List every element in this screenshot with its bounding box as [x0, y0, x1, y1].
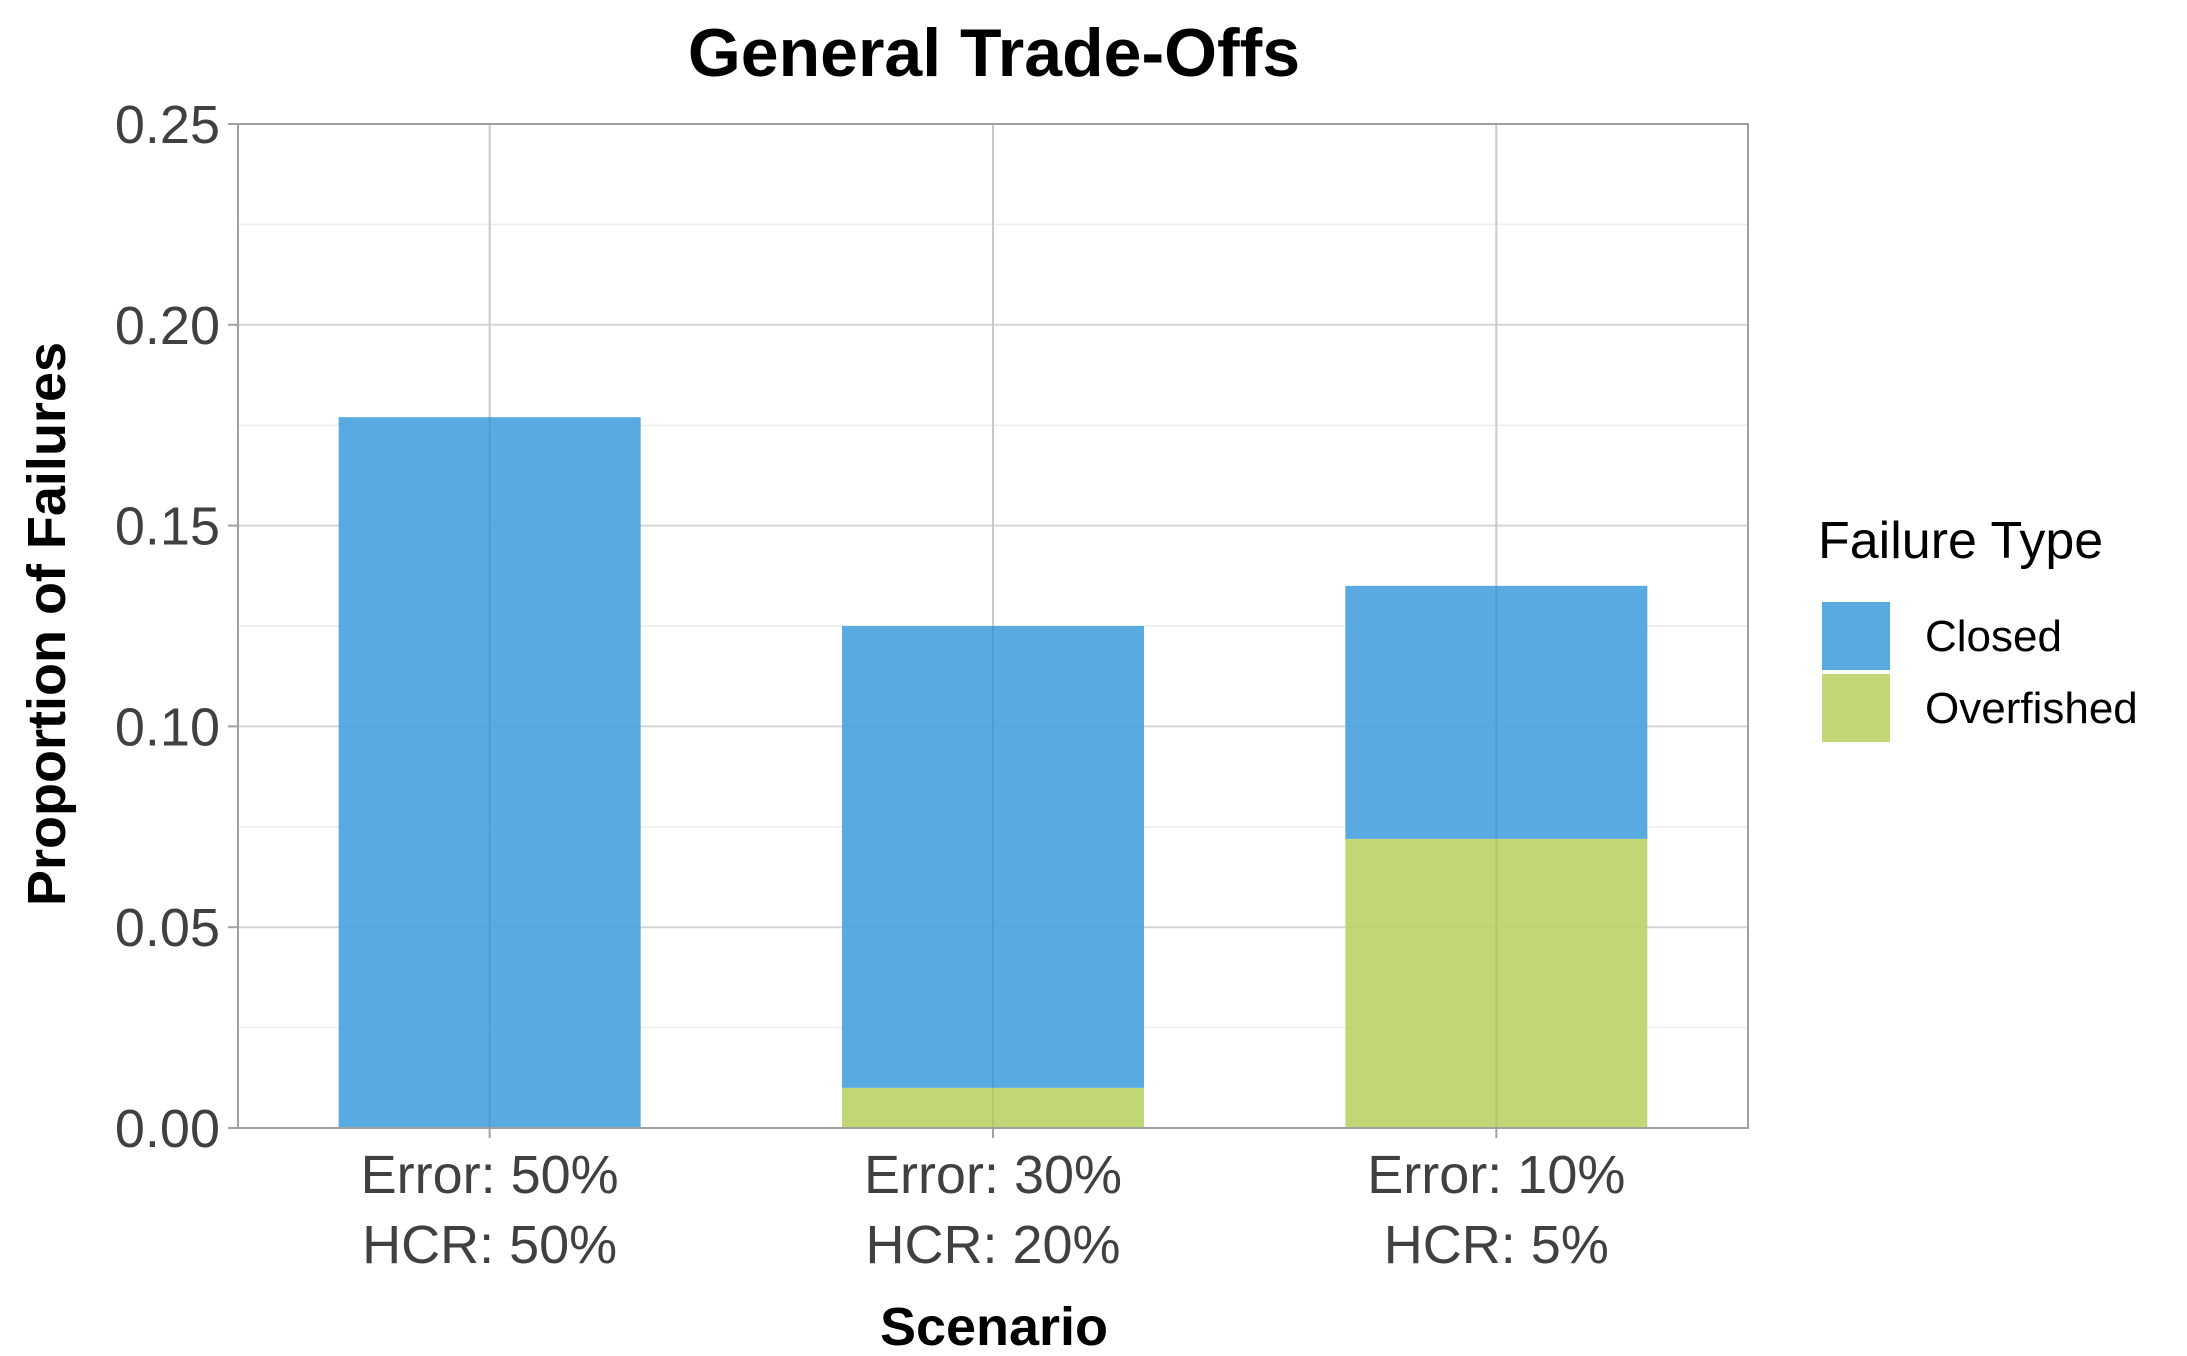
bar-layer	[338, 124, 1648, 1129]
bar-overfished-3	[1345, 838, 1648, 1128]
legend-swatch-overfished	[1822, 674, 1890, 742]
legend-label-overfished: Overfished	[1925, 684, 2138, 733]
y-tick-label: 0.05	[115, 898, 220, 958]
legend-label-closed: Closed	[1925, 612, 2062, 661]
bar-closed-2	[842, 626, 1144, 1088]
legend-items: Closed Overfished	[1822, 602, 2138, 742]
x-tick-label: HCR: 5%	[1384, 1215, 1609, 1275]
y-tick-label: 0.20	[115, 296, 220, 356]
y-tick-label: 0.10	[115, 697, 220, 757]
legend: Failure Type Closed Overfished	[1818, 512, 2138, 742]
y-tick-label: 0.00	[115, 1099, 220, 1159]
chart-title: General Trade-Offs	[688, 15, 1300, 91]
y-tick-label: 0.15	[115, 497, 220, 557]
x-tick-label: HCR: 20%	[865, 1215, 1120, 1275]
bar-overfished-2	[842, 1087, 1144, 1128]
axis-layer: 0.00 0.05 0.10 0.15 0.20 0.25 Error: 50% HCR: 5…	[115, 95, 1625, 1275]
bar-closed-1	[338, 417, 641, 1129]
x-tick-label: HCR: 50%	[362, 1215, 617, 1275]
legend-title: Failure Type	[1818, 512, 2103, 570]
x-tick-label: Error: 30%	[864, 1145, 1122, 1205]
bar-closed-3	[1345, 585, 1648, 839]
x-tick-label: Error: 10%	[1367, 1145, 1625, 1205]
y-tick-label: 0.25	[115, 95, 220, 155]
x-tick-label: Error: 50%	[361, 1145, 619, 1205]
x-axis-title: Scenario	[880, 1297, 1108, 1351]
legend-swatch-closed	[1822, 602, 1890, 670]
y-axis-title: Proportion of Failures	[17, 342, 77, 906]
